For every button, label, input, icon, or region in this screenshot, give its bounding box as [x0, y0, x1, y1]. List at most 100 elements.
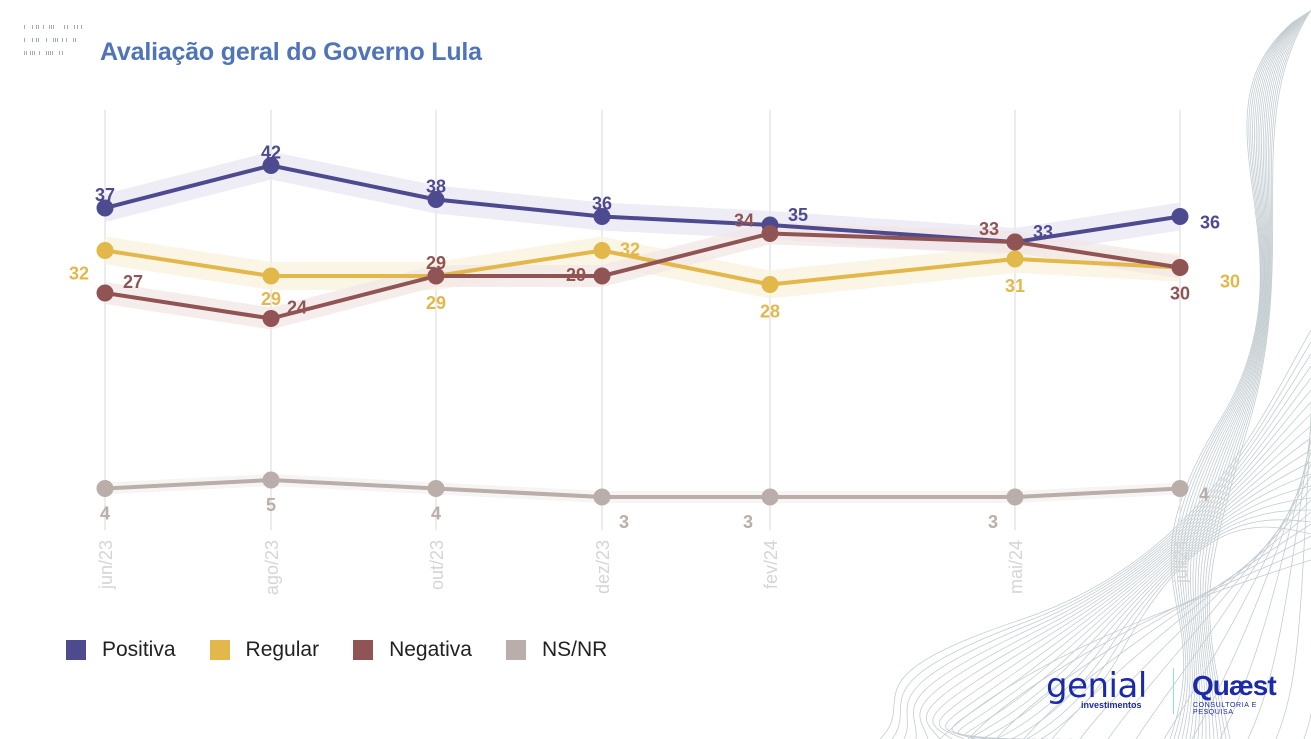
legend-label: NS/NR — [541, 638, 608, 661]
data-point — [1006, 488, 1024, 506]
wave-line — [1025, 519, 1311, 739]
data-label: 29 — [566, 265, 586, 285]
data-label: 36 — [592, 193, 612, 213]
wave-line — [1135, 475, 1311, 739]
quaest-logo: Quæst — [1192, 670, 1277, 701]
genial-logo: genial — [1046, 666, 1147, 706]
data-point — [1006, 233, 1024, 251]
x-tick-label: ago/23 — [262, 540, 282, 595]
page-title: Avaliação geral do Governo Lula — [100, 38, 482, 66]
data-point — [593, 488, 611, 506]
series-points — [96, 157, 1189, 506]
wave-line — [995, 535, 1311, 739]
data-point — [1171, 480, 1189, 497]
wave-line — [951, 437, 1311, 739]
barcode-decoration-icon — [24, 25, 82, 55]
data-point — [1006, 250, 1024, 268]
data-point — [262, 157, 280, 174]
sponsor-logos: genial investimentos Quæst CONSULTORIA E… — [1046, 666, 1296, 716]
wave-line — [1202, 12, 1308, 739]
data-label: 30 — [1220, 271, 1240, 291]
data-point — [593, 267, 611, 285]
x-tick-label: out/23 — [427, 540, 447, 590]
wave-line — [1204, 11, 1309, 739]
data-point — [593, 242, 611, 259]
data-point — [427, 267, 445, 285]
wave-line — [913, 365, 1311, 739]
series-bands — [105, 151, 1180, 503]
data-label: 32 — [620, 239, 640, 259]
legend-swatch-regular — [209, 640, 230, 660]
wave-line — [1187, 16, 1301, 739]
legend-item-nsnr: NS/NR — [505, 638, 608, 662]
wave-line — [1023, 523, 1311, 739]
x-tick-label: jun/23 — [96, 540, 116, 590]
data-label: 27 — [123, 272, 143, 292]
data-label: 31 — [1005, 276, 1025, 296]
wave-line — [1107, 487, 1311, 739]
wave-line — [1195, 14, 1305, 739]
data-label: 3 — [988, 512, 998, 532]
wave-line — [932, 401, 1311, 739]
data-label: 33 — [979, 219, 999, 239]
wave-line — [903, 353, 1311, 739]
data-point — [96, 199, 114, 217]
data-label: 24 — [287, 297, 307, 317]
wave-line — [1163, 463, 1311, 739]
data-point — [427, 191, 445, 208]
wave-line — [1079, 499, 1311, 739]
chart-legend: Positiva Regular Negativa NS/NR — [66, 638, 641, 662]
data-label: 37 — [95, 185, 115, 205]
wave-line — [938, 413, 1311, 739]
quaest-logo-subtitle: CONSULTORIA E PESQUISA — [1193, 702, 1257, 716]
wave-line — [957, 449, 1311, 739]
wave-line — [980, 485, 1311, 739]
data-point — [96, 242, 114, 259]
wave-lines-group — [879, 9, 1311, 739]
wave-line — [964, 461, 1311, 739]
data-label: 42 — [261, 142, 281, 162]
wave-line — [1179, 19, 1297, 739]
wave-line — [1206, 10, 1311, 739]
genial-logo-subtitle: investimentos — [1081, 700, 1142, 710]
wave-line — [1040, 526, 1311, 739]
wave-line — [1169, 21, 1294, 739]
wave-line — [891, 341, 1311, 739]
series-band-negativa — [105, 222, 1180, 330]
legend-swatch-negativa — [353, 640, 374, 660]
data-point — [427, 480, 445, 497]
legend-item-negativa: Negativa — [353, 638, 472, 662]
data-point — [1171, 208, 1189, 225]
wave-line — [925, 389, 1311, 739]
data-label: 5 — [266, 495, 276, 515]
legend-label: Regular — [245, 638, 320, 661]
data-point — [761, 225, 779, 242]
legend-swatch-positiva — [66, 640, 86, 660]
data-label: 29 — [261, 289, 281, 309]
wave-line — [967, 547, 1311, 739]
legend-label: Negativa — [389, 638, 472, 661]
wave-line — [1191, 451, 1311, 739]
x-tick-label: fev/24 — [761, 540, 781, 589]
logo-divider — [1173, 668, 1174, 714]
legend-label: Positiva — [102, 638, 176, 661]
data-label: 32 — [69, 263, 89, 283]
wave-line — [1176, 20, 1296, 739]
wave-line — [1200, 12, 1307, 739]
wave-line — [945, 425, 1311, 739]
data-point — [761, 488, 779, 506]
data-label: 33 — [1033, 222, 1053, 242]
data-point — [1171, 259, 1189, 276]
data-point — [593, 208, 611, 225]
wave-line — [919, 377, 1311, 739]
legend-item-positiva: Positiva — [66, 638, 176, 662]
data-label: 3 — [619, 512, 629, 532]
data-point — [262, 471, 280, 489]
data-label: 34 — [734, 210, 754, 230]
data-label: 30 — [1170, 283, 1190, 303]
wave-line — [1275, 415, 1311, 739]
wave-line — [1219, 439, 1311, 739]
wave-line — [995, 497, 1311, 739]
